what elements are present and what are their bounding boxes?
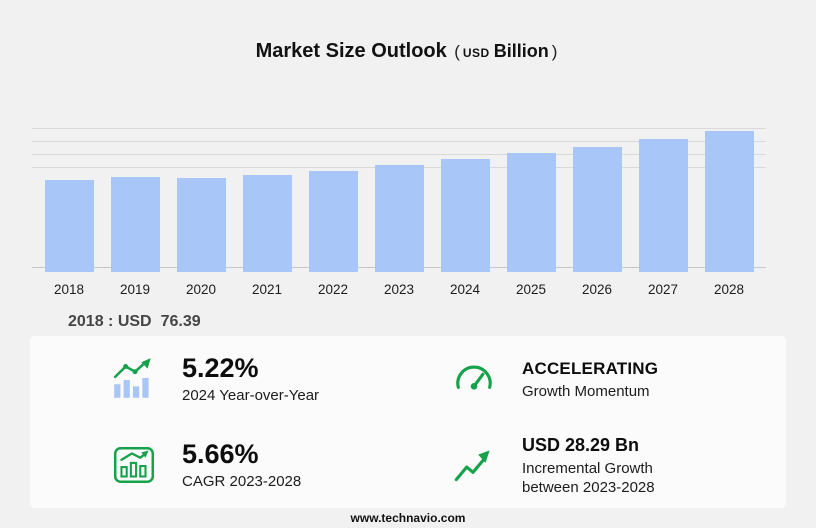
x-tick-label: 2026 (581, 282, 613, 297)
x-tick-label: 2022 (317, 282, 349, 297)
speedometer-icon (450, 355, 498, 403)
footer-url: www.technavio.com (350, 511, 466, 525)
gridline (32, 154, 766, 155)
page-title: Market Size Outlook (USD Billion) (0, 40, 816, 63)
stat-label-yoy: 2024 Year-over-Year (182, 387, 320, 404)
bar-2022 (308, 170, 358, 272)
bar-chart: 2018 2019 2020 2021 2022 2023 2024 2025 2026 2027… (32, 118, 766, 297)
x-tick-label: 2018 (53, 282, 85, 297)
title-main: Market Size Outlook (255, 40, 447, 62)
stat-text: 5.22% 2024 Year-over-Year (182, 353, 319, 405)
bar-column-2028: 2028 (704, 130, 754, 299)
gridline (32, 141, 766, 142)
bar-column-2019: 2019 (110, 177, 160, 299)
x-tick-label: 2025 (515, 282, 547, 297)
bar-column-2024: 2024 (440, 159, 490, 299)
bar-column-2025: 2025 (506, 153, 556, 299)
title-unit-billion: Billion (493, 41, 549, 61)
bar-column-2021: 2021 (242, 174, 292, 299)
stat-label-cagr: CAGR 2023-2028 (182, 473, 302, 490)
incremental-growth-arrow-icon (450, 441, 498, 489)
bar-series: 2018 2019 2020 2021 2022 2023 2024 2025 2026 2027… (32, 130, 766, 300)
stat-text: 5.66% CAGR 2023-2028 (182, 439, 301, 491)
x-tick-label: 2020 (185, 282, 217, 297)
stat-label-momentum: Growth Momentum (522, 382, 650, 400)
bar-2023 (374, 164, 424, 272)
bar-2019 (110, 177, 160, 272)
title-paren-close: ) (551, 42, 558, 61)
bar-column-2022: 2022 (308, 170, 358, 300)
bar-2021 (242, 174, 292, 272)
bar-column-2018: 2018 (44, 180, 94, 299)
bar-2018 (44, 180, 94, 272)
stat-value-momentum: ACCELERATING (522, 358, 659, 378)
bar-column-2027: 2027 (638, 139, 688, 299)
yoy-bar-trend-icon (110, 355, 158, 403)
x-tick-label: 2023 (383, 282, 415, 297)
stat-momentum: ACCELERATING Growth Momentum (408, 336, 786, 422)
title-paren-open: ( (454, 42, 460, 61)
bar-column-2023: 2023 (374, 164, 424, 299)
stat-cagr: 5.66% CAGR 2023-2028 (30, 422, 408, 508)
stat-incremental-growth: USD 28.29 Bn Incremental Growth between … (408, 422, 786, 508)
x-tick-label: 2024 (449, 282, 481, 297)
cagr-chart-icon (110, 441, 158, 489)
stat-value-incremental: USD 28.29 Bn (522, 434, 640, 455)
stat-text: USD 28.29 Bn Incremental Growth between … (522, 434, 697, 497)
stat-value-cagr: 5.66% (182, 439, 259, 469)
annotation-label: 2018 : USD (68, 313, 152, 330)
bar-column-2026: 2026 (572, 146, 622, 299)
x-tick-label: 2021 (251, 282, 283, 297)
bar-column-2020: 2020 (176, 178, 226, 299)
gridline (32, 128, 766, 129)
x-tick-label: 2028 (713, 282, 745, 297)
stat-yoy-growth: 5.22% 2024 Year-over-Year (30, 336, 408, 422)
bar-2025 (506, 153, 556, 272)
stats-panel: 5.22% 2024 Year-over-Year ACCELERATING G… (30, 336, 786, 508)
chart-annotation: 2018 : USD 76.39 (68, 313, 201, 331)
stat-label-incremental: Incremental Growth between 2023-2028 (522, 459, 655, 496)
stat-text: ACCELERATING Growth Momentum (522, 358, 658, 401)
x-tick-label: 2027 (647, 282, 679, 297)
x-tick-label: 2019 (119, 282, 151, 297)
bar-2028 (704, 130, 754, 272)
bar-2026 (572, 146, 622, 272)
title-unit-usd: USD (462, 46, 490, 60)
bar-2027 (638, 139, 688, 272)
bar-2024 (440, 159, 490, 272)
annotation-value: 76.39 (160, 313, 201, 330)
stat-value-yoy: 5.22% (182, 353, 259, 383)
bar-2020 (176, 178, 226, 272)
